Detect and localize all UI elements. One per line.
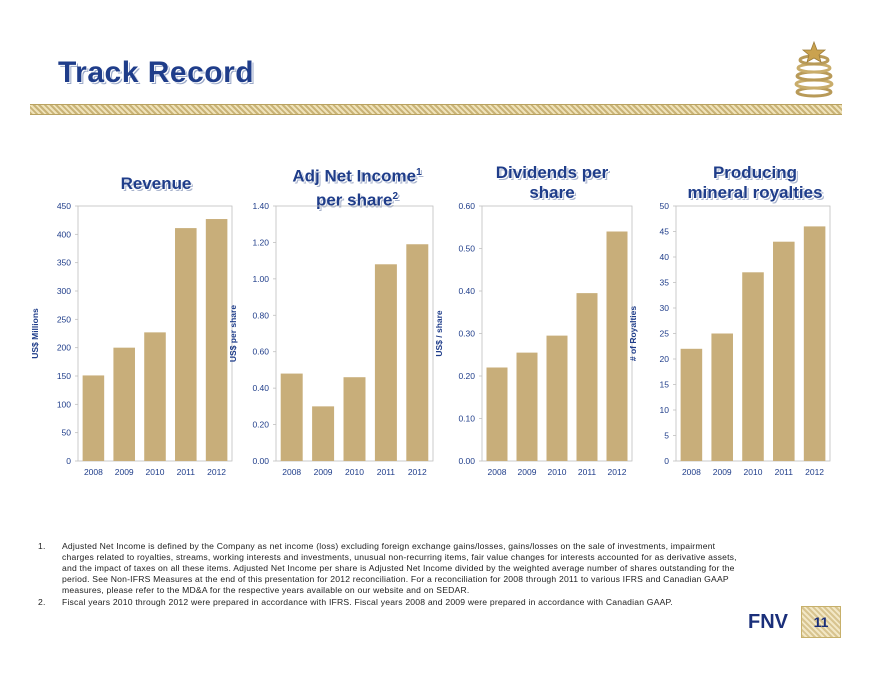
footnote-1: 1. Adjusted Net Income is defined by the… — [38, 541, 737, 595]
y-tick-label: 1.20 — [252, 237, 269, 247]
y-tick-label: 0.60 — [252, 347, 269, 357]
bar — [144, 332, 166, 461]
y-tick-label: 1.40 — [252, 201, 269, 211]
x-tick-label: 2012 — [207, 467, 226, 477]
y-tick-label: 45 — [660, 227, 670, 237]
x-tick-label: 2009 — [115, 467, 134, 477]
x-tick-label: 2008 — [282, 467, 301, 477]
y-tick-label: 400 — [57, 229, 71, 239]
bar — [546, 335, 568, 461]
y-tick-label: 5 — [664, 431, 669, 441]
x-tick-label: 2010 — [548, 467, 567, 477]
y-tick-label: 50 — [660, 201, 670, 211]
y-tick-label: 0.50 — [458, 244, 475, 254]
footnotes: 1. Adjusted Net Income is defined by the… — [38, 541, 738, 609]
y-tick-label: 100 — [57, 399, 71, 409]
x-tick-label: 2012 — [408, 467, 427, 477]
y-axis-label: # of Royalties — [628, 306, 638, 362]
x-tick-label: 2012 — [608, 467, 627, 477]
chart-title-adj-net-income: Adj Net Income1 per share2 — [292, 166, 422, 210]
page-title: Track Record — [58, 56, 255, 89]
x-tick-label: 2010 — [744, 467, 763, 477]
y-tick-label: 450 — [57, 201, 71, 211]
y-tick-label: 15 — [660, 380, 670, 390]
footnote-2: 2. Fiscal years 2010 through 2012 were p… — [38, 597, 673, 607]
x-tick-label: 2009 — [518, 467, 537, 477]
bar — [516, 352, 538, 461]
bar — [406, 244, 429, 461]
bar — [773, 241, 795, 461]
y-tick-label: 30 — [660, 303, 670, 313]
y-tick-label: 150 — [57, 371, 71, 381]
y-tick-label: 250 — [57, 314, 71, 324]
bar — [280, 373, 303, 461]
y-tick-label: 0 — [66, 456, 71, 466]
y-tick-label: 350 — [57, 258, 71, 268]
y-tick-label: 50 — [62, 428, 72, 438]
y-tick-label: 20 — [660, 354, 670, 364]
y-tick-label: 10 — [660, 405, 670, 415]
y-tick-label: 35 — [660, 278, 670, 288]
chart-title-revenue: Revenue — [120, 174, 192, 193]
bar — [312, 406, 335, 461]
x-tick-label: 2011 — [377, 467, 396, 477]
y-tick-label: 25 — [660, 329, 670, 339]
bar — [113, 347, 135, 461]
bar — [175, 228, 197, 461]
x-tick-label: 2008 — [682, 467, 701, 477]
bar — [803, 226, 826, 461]
x-tick-label: 2012 — [805, 467, 824, 477]
x-tick-label: 2011 — [177, 467, 196, 477]
y-tick-label: 1.00 — [252, 274, 269, 284]
y-tick-label: 0.20 — [252, 420, 269, 430]
y-axis-label: US$ / share — [434, 310, 444, 357]
page-number: 11 — [801, 606, 841, 638]
y-tick-label: 0.30 — [458, 329, 475, 339]
brand-mark: FNV — [748, 611, 788, 633]
bar — [711, 333, 733, 461]
bar — [486, 367, 508, 461]
y-tick-label: 0.80 — [252, 310, 269, 320]
chart-title-dividends: Dividends per share — [495, 163, 609, 202]
y-tick-label: 0.60 — [458, 201, 475, 211]
chart-title-royalties: Producing mineral royalties — [687, 163, 823, 202]
bar — [374, 264, 397, 461]
bar — [576, 293, 598, 461]
x-tick-label: 2011 — [578, 467, 597, 477]
y-axis-label: US$ Millions — [30, 308, 40, 359]
x-tick-label: 2008 — [84, 467, 103, 477]
bar — [205, 219, 228, 461]
y-tick-label: 0.10 — [458, 414, 475, 424]
decorative-band — [30, 104, 842, 115]
bar — [82, 375, 105, 461]
bar — [343, 377, 366, 461]
company-logo-icon — [794, 40, 834, 98]
x-tick-label: 2008 — [488, 467, 507, 477]
y-tick-label: 0.40 — [458, 286, 475, 296]
x-tick-label: 2011 — [775, 467, 794, 477]
y-tick-label: 0 — [664, 456, 669, 466]
y-tick-label: 200 — [57, 343, 71, 353]
y-tick-label: 300 — [57, 286, 71, 296]
y-tick-label: 0.00 — [458, 456, 475, 466]
bar — [606, 231, 628, 461]
y-tick-label: 40 — [660, 252, 670, 262]
x-tick-label: 2010 — [146, 467, 165, 477]
bar — [680, 348, 703, 461]
x-tick-label: 2010 — [345, 467, 364, 477]
y-tick-label: 0.40 — [252, 383, 269, 393]
x-tick-label: 2009 — [314, 467, 333, 477]
y-tick-label: 0.00 — [252, 456, 269, 466]
y-tick-label: 0.20 — [458, 371, 475, 381]
y-axis-label: US$ per share — [228, 305, 238, 362]
x-tick-label: 2009 — [713, 467, 732, 477]
bar — [742, 272, 764, 461]
